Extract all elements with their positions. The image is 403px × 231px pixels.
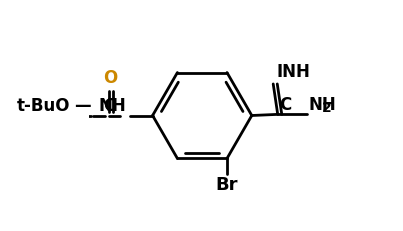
Text: NH: NH [308,96,336,114]
Text: 2: 2 [322,101,331,116]
Text: C: C [103,97,115,115]
Text: —: — [74,97,91,115]
Text: O: O [103,69,117,87]
Text: C: C [279,96,291,114]
Text: Br: Br [216,176,238,195]
Text: NH: NH [99,97,127,115]
Text: INH: INH [276,63,310,81]
Text: t-BuO: t-BuO [17,97,70,115]
